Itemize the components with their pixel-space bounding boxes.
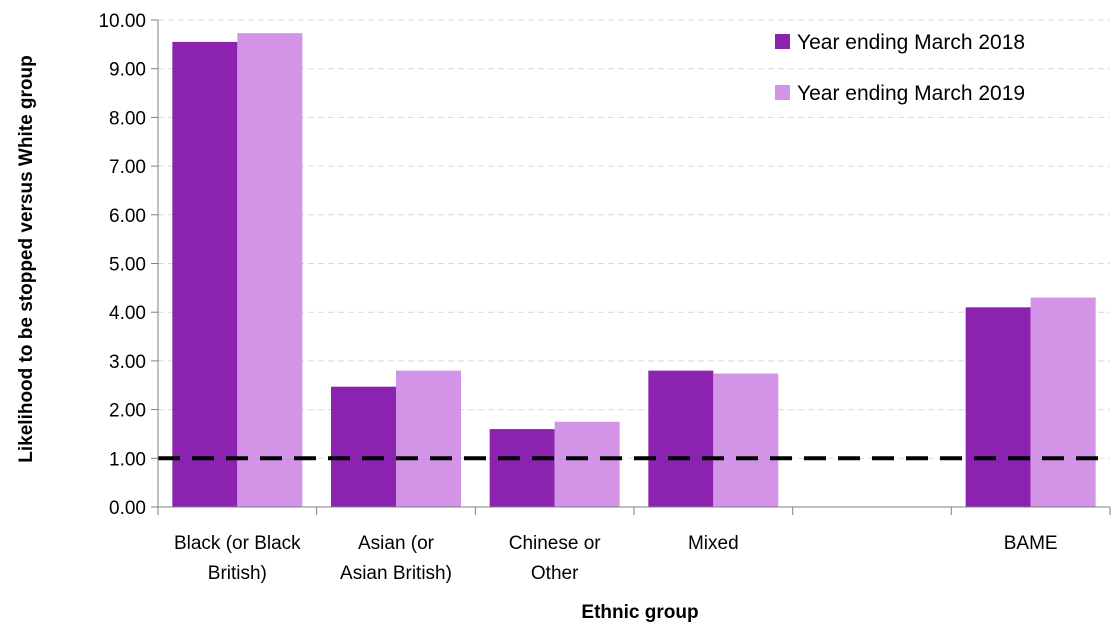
- bar-series-2: [1030, 297, 1096, 507]
- x-tick-label: Black (or Black British): [174, 533, 301, 584]
- bar-series-2: [396, 370, 461, 507]
- axes: [151, 19, 1111, 515]
- bars: [172, 33, 1096, 508]
- bar-series-1: [489, 429, 555, 507]
- legend-swatch: [775, 34, 790, 49]
- bar-series-2: [713, 373, 779, 507]
- legend: Year ending March 2018 Year ending March …: [775, 31, 1025, 105]
- y-tick-label: 7.00: [109, 157, 146, 178]
- y-tick-labels: 0.00 1.00 2.00 3.00 4.00 5.00 6.00 7.00 8.00 9.00…: [98, 11, 146, 519]
- y-tick-label: 10.00: [98, 11, 146, 32]
- x-tick-label: BAME: [1004, 533, 1058, 554]
- y-tick-label: 9.00: [109, 60, 146, 81]
- bar-series-1: [648, 370, 714, 507]
- bar-series-1: [331, 386, 396, 507]
- y-tick-label: 4.00: [109, 303, 146, 324]
- legend-label: Year ending March 2018: [797, 31, 1025, 54]
- x-tick-label: Asian (or Asian British): [340, 533, 452, 584]
- x-tick-labels: Black (or Black British) Asian (or Asian Br…: [174, 533, 1058, 584]
- y-tick-label: 5.00: [109, 255, 146, 276]
- y-tick-label: 2.00: [109, 401, 146, 422]
- legend-swatch: [775, 85, 790, 100]
- y-axis-title: Likelihood to be stopped versus White gr…: [16, 55, 37, 462]
- y-tick-label: 6.00: [109, 206, 146, 227]
- bar-series-2: [237, 33, 303, 508]
- x-tick-label: Mixed: [688, 533, 739, 554]
- gridlines: [158, 19, 1110, 459]
- legend-label: Year ending March 2019: [797, 82, 1025, 105]
- x-tick-label: Chinese or Other: [509, 533, 602, 584]
- y-tick-label: 3.00: [109, 352, 146, 373]
- x-axis-title: Ethnic group: [581, 602, 698, 623]
- y-tick-label: 8.00: [109, 108, 146, 129]
- bar-series-1: [965, 307, 1031, 507]
- y-tick-label: 0.00: [109, 498, 146, 519]
- bar-series-2: [554, 421, 620, 507]
- y-tick-label: 1.00: [109, 449, 146, 470]
- bar-series-1: [172, 41, 238, 507]
